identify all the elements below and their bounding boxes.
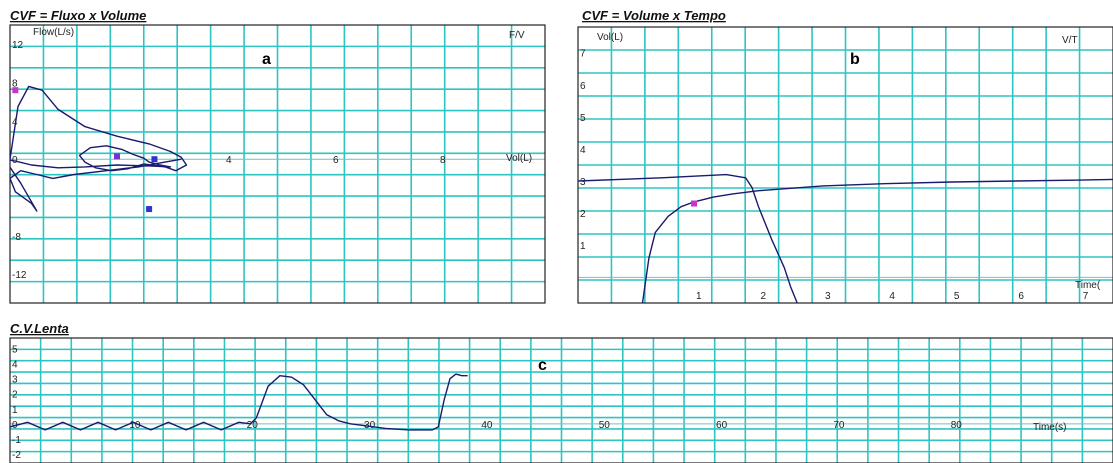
x-tick-label: 30 (364, 420, 376, 431)
panel-a-grid (10, 25, 545, 303)
panel-b-frame (577, 26, 1113, 304)
series-line-0 (10, 373, 468, 431)
y-tick-label: -1 (12, 435, 21, 446)
panel-b-letter: b (850, 51, 860, 68)
panel-a-curve (10, 85, 188, 213)
series-line-1 (641, 178, 1113, 303)
x-tick-label: 60 (716, 420, 728, 431)
y-tick-label: 8 (12, 79, 18, 90)
x-tick-label: 70 (833, 420, 845, 431)
y-tick-label: 4 (580, 145, 586, 156)
x-tick-label: 6 (1018, 291, 1024, 302)
panel-b-grid (578, 27, 1113, 303)
y-tick-label: 12 (12, 40, 24, 51)
y-tick-label: 1 (12, 405, 18, 416)
y-tick-label: 2 (580, 209, 586, 220)
panel-c-xlabel: Time(s) (1033, 422, 1067, 433)
panel-c-title: C.V.Lenta (10, 321, 69, 336)
x-tick-label: 7 (1083, 291, 1089, 302)
x-tick-label: 5 (954, 291, 960, 302)
data-marker (12, 87, 19, 94)
y-tick-label: -8 (12, 232, 21, 243)
panel-b-ticks: 1 2 3 4 5 6 7 1 2 3 4 5 6 7 (580, 49, 1089, 302)
x-tick-label: 6 (333, 155, 339, 166)
panel-c-curve (10, 373, 468, 431)
x-tick-label: 80 (951, 420, 963, 431)
panel-b-title: CVF = Volume x Tempo (582, 8, 726, 23)
panel-c-grid (10, 338, 1113, 463)
panel-c-letter: c (538, 357, 547, 374)
panel-a-xlabel: Vol(L) (506, 153, 532, 164)
panel-c-frame (9, 337, 1113, 463)
y-tick-label: 2 (12, 390, 18, 401)
y-tick-label: 5 (12, 345, 18, 356)
y-tick-label: 5 (580, 113, 586, 124)
x-tick-label: 20 (247, 420, 259, 431)
data-marker (114, 153, 120, 160)
data-marker (151, 156, 158, 163)
data-marker (146, 206, 153, 213)
x-tick-label: 1 (696, 291, 702, 302)
y-tick-label: 4 (12, 360, 18, 371)
panel-a-letter: a (262, 51, 271, 68)
panel-a-mode: F/V (509, 30, 525, 41)
x-tick-label: 40 (481, 420, 493, 431)
y-tick-label: 3 (12, 375, 18, 386)
panel-a-title: CVF = Fluxo x Volume (10, 8, 146, 23)
y-tick-label: 3 (580, 177, 586, 188)
x-tick-label: 4 (226, 155, 232, 166)
panel-a-ylabel: Flow(L/s) (33, 27, 74, 38)
y-tick-label: -2 (12, 450, 21, 461)
x-tick-label: 50 (599, 420, 611, 431)
panel-b-mode: V/T (1062, 35, 1078, 46)
data-marker (691, 200, 698, 207)
x-tick-label: 2 (760, 291, 766, 302)
panel-a-frame (9, 24, 546, 304)
panel-b-ylabel: Vol(L) (597, 32, 623, 43)
y-tick-label: 6 (580, 81, 586, 92)
x-tick-label: 10 (129, 420, 141, 431)
y-tick-label: 1 (580, 241, 586, 252)
y-tick-label: -12 (12, 270, 27, 281)
x-tick-label: 3 (825, 291, 831, 302)
x-tick-label: 4 (889, 291, 895, 302)
panel-b-xlabel: Time( (1075, 280, 1101, 291)
y-tick-label: 7 (580, 49, 586, 60)
panel-b-curve (578, 173, 1113, 303)
panel-b: CVF = Volume x Tempo 1 2 3 4 5 6 7 1 2 3 4 5 6 7 Vol(… (577, 8, 1113, 304)
series-line-0 (578, 173, 798, 303)
series-line-0 (10, 85, 188, 212)
x-tick-label: 8 (440, 155, 446, 166)
